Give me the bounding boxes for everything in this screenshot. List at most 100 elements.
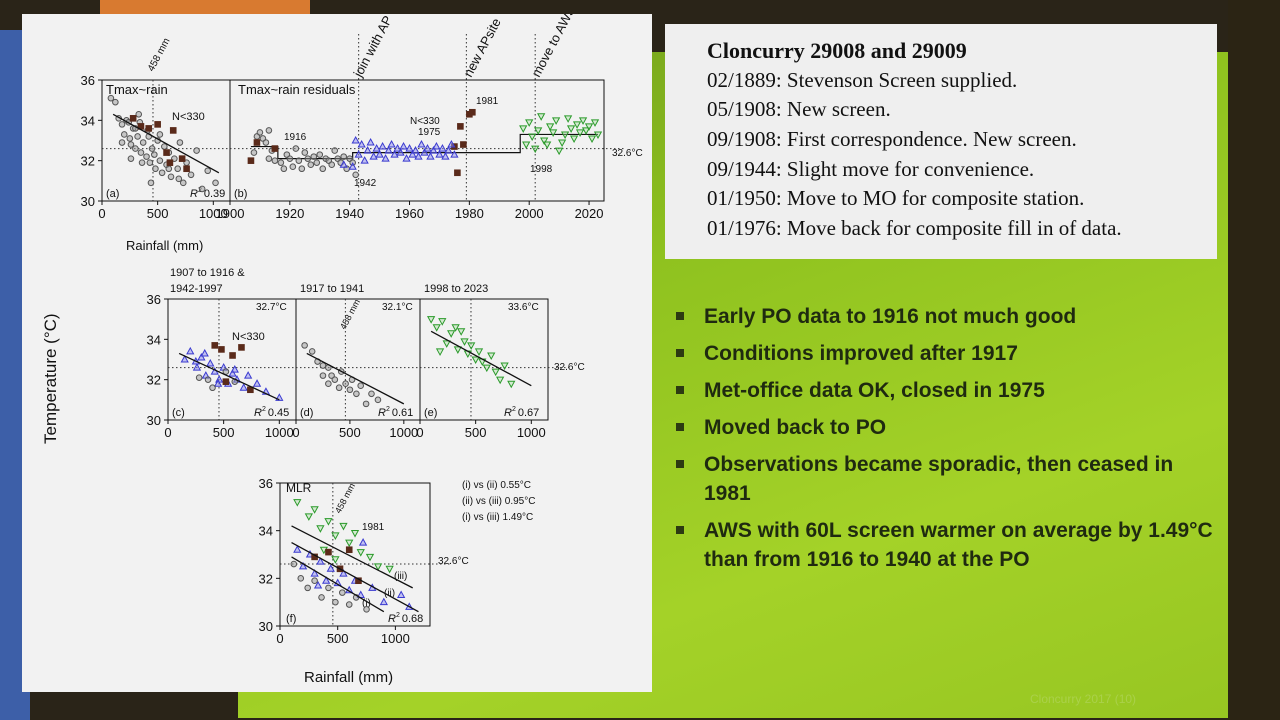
panel-b-label-1981: 1981 [476, 96, 499, 107]
panel-e-data-point [457, 328, 466, 336]
info-title: Cloncurry 29008 and 29009 [707, 38, 967, 63]
panel-b-data-point [429, 146, 438, 154]
panel-e-data-point [491, 368, 500, 377]
annot-move-aws: move to AWS [528, 14, 578, 79]
panel-f-y-tick-label: 30 [259, 619, 273, 634]
panel-f-data-point [331, 556, 340, 564]
panel-a-data-point [112, 98, 119, 106]
info-line-3: 09/1908: First correspondence. New scree… [707, 127, 1077, 151]
panel-f-data-point [385, 565, 394, 574]
panel-e-data-point [453, 346, 462, 354]
bullet-text: Early PO data to 1916 not much good [704, 305, 1077, 328]
panel-a-letter: (a) [106, 188, 119, 200]
panel-b-x-tick-label: 2020 [575, 206, 604, 221]
bullet-text: Met-office data OK, closed in 1975 [704, 379, 1045, 402]
panel-e-frame [419, 298, 549, 421]
panel-a-y-tick-label: 34 [81, 113, 95, 128]
panel-d-data-point [301, 342, 308, 349]
panel-a-data-point [132, 145, 139, 152]
info-line-5: 01/1950: Move to MO for composite statio… [707, 186, 1085, 210]
panel-b-data-point [316, 151, 324, 158]
panel-a-data-point [126, 135, 134, 142]
panel-f-data-point [339, 522, 348, 531]
panel-b-label-1975: 1975 [418, 127, 441, 138]
panel-b-data-point [584, 123, 594, 131]
panel-a-data-point [161, 143, 168, 150]
panel-a-data-point [187, 171, 195, 179]
panel-b-data-point [351, 135, 360, 144]
panel-b-label-1916: 1916 [284, 132, 307, 143]
panel-b-data-point [247, 157, 255, 164]
panel-c-letter: (c) [172, 407, 185, 419]
panel-b-data-point [454, 169, 461, 177]
panel-e-data-point [451, 324, 460, 332]
panel-d-data-point [368, 390, 375, 398]
panel-f-data-point [318, 594, 325, 601]
panel-f-data-point [290, 560, 298, 568]
panel-c-data-point [195, 374, 203, 381]
bullet-square-icon [676, 386, 684, 394]
panel-a-data-point [156, 157, 164, 164]
panel-b-data-point [435, 150, 444, 158]
panel-b-data-point [408, 150, 417, 158]
panel-a-y-tick-label: 30 [81, 194, 95, 209]
panel-b-data-point [590, 119, 600, 127]
panel-f-data-point [297, 575, 305, 582]
bullet-square-icon [676, 423, 684, 431]
panel-d-trend-line [306, 352, 405, 405]
panel-b-data-point [572, 121, 582, 129]
chart-marks: 0 500 1000 30 32 34 36 1900 1920 1940 1960 1980 2000… [81, 34, 626, 646]
panel-b-data-point [563, 115, 573, 123]
panel-e-data-point [432, 324, 441, 332]
panel-f-mm: 458 mm [333, 482, 357, 515]
panel-d-data-point [374, 396, 382, 404]
panel-f-line-label-i: (i) [362, 598, 371, 609]
panel-f-data-point [350, 530, 360, 538]
panel-b-data-point [271, 145, 279, 152]
panel-b-data-point [578, 117, 588, 125]
panel-f-data-point [322, 576, 331, 584]
panel-b-data-point [307, 161, 315, 168]
panel-e-data-point [495, 376, 505, 385]
panel-c-data-point [197, 352, 206, 361]
panel-b-data-point [450, 150, 459, 158]
panel-b-data-point [357, 139, 366, 148]
panel-b-data-point [277, 159, 285, 166]
panel-c-trend-line [178, 352, 280, 401]
panel-a-data-point [139, 139, 147, 146]
panel-b-data-point [369, 152, 378, 160]
info-line-6: 01/1976: Move back for composite fill in… [707, 216, 1122, 240]
panel-a-data-point [204, 167, 212, 175]
panel-b-data-point [360, 156, 369, 164]
panel-f-x-tick-label: 1000 [381, 631, 410, 646]
panel-c-data-point [222, 378, 230, 385]
panel-f-y-tick-label: 34 [259, 524, 273, 539]
panel-a-data-point [174, 165, 181, 173]
panel-b-data-point [304, 155, 312, 162]
panel-a-data-point [198, 185, 206, 193]
panel-a-data-point [129, 115, 137, 122]
panel-b-data-point [352, 171, 359, 179]
panel-b-data-point [399, 142, 408, 150]
panel-d-letter: (d) [300, 407, 313, 419]
panel-a-data-point [156, 131, 164, 138]
panel-b-data-point [402, 154, 411, 162]
panel-b-data-point [387, 139, 396, 148]
panel-a-data-point [152, 165, 159, 173]
panel-a-data-point [120, 131, 128, 138]
panel-b-data-point [551, 117, 561, 125]
panel-b-data-point [417, 139, 426, 148]
panel-c-y-tick-label: 34 [147, 332, 161, 347]
panel-a-data-point [175, 175, 183, 183]
panel-b-x-tick-label: 1980 [455, 206, 484, 221]
panel-d-x-tick-label: 0 [292, 425, 299, 440]
slide-footer: Cloncurry 2017 (10) [1030, 692, 1137, 706]
panel-d-data-point [319, 372, 327, 379]
panel-d-data-point [335, 384, 343, 392]
panel-b-data-point [441, 152, 450, 160]
panel-b-data-point [378, 142, 387, 150]
panel-c-data-point [211, 342, 219, 349]
panel-e-data-point [474, 348, 484, 356]
panel-f-letter: (f) [286, 613, 296, 625]
panel-b-data-point [390, 150, 399, 158]
